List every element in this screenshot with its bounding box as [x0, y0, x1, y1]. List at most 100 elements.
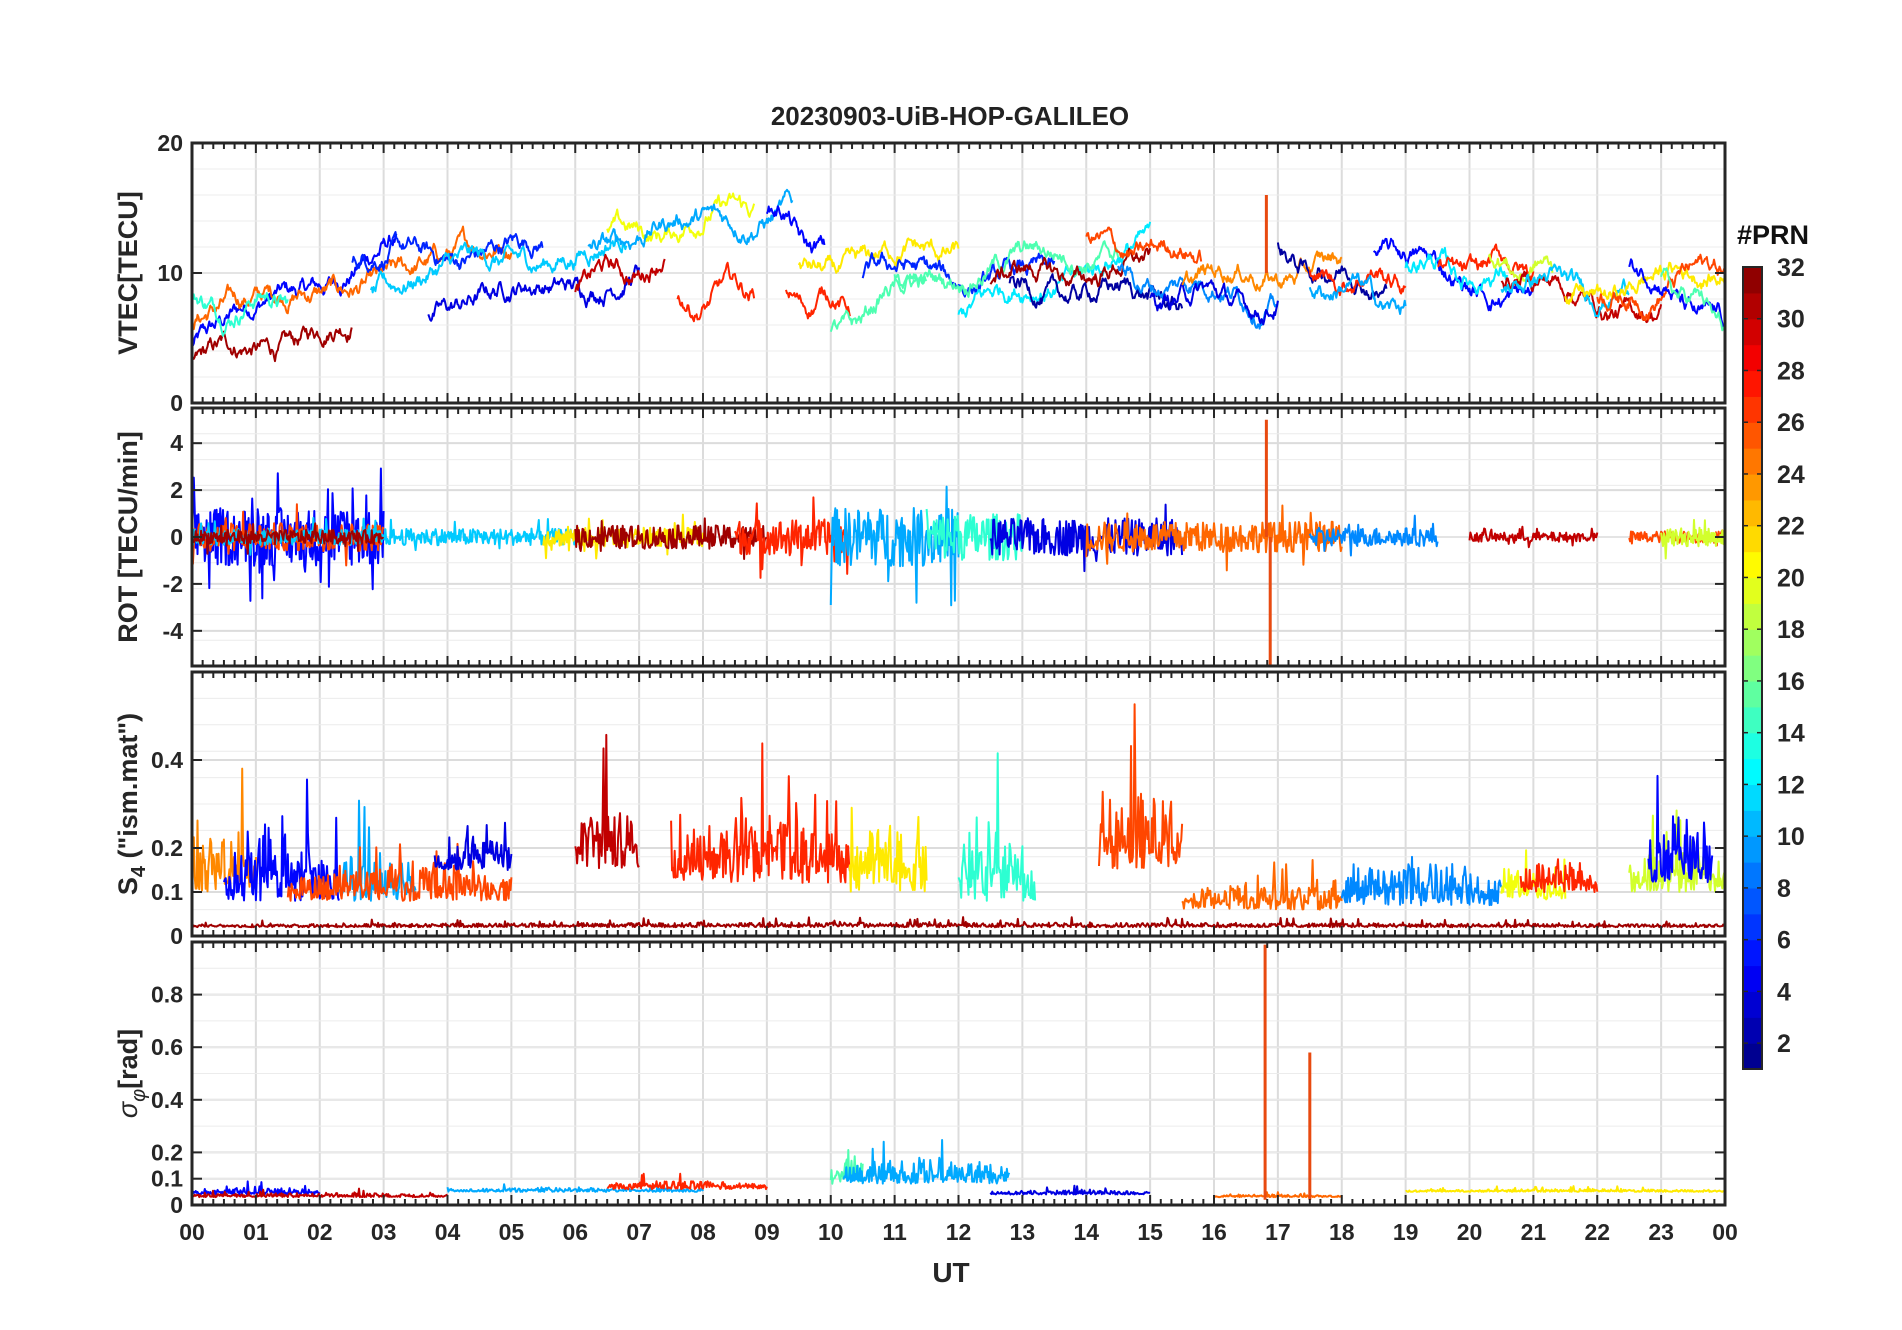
colorbar-swatch: [1743, 318, 1762, 346]
colorbar-tick-label: 30: [1777, 306, 1805, 334]
series-line-prn-27: [606, 1172, 768, 1191]
series-line-prn-12: [957, 221, 1152, 318]
colorbar-swatch: [1743, 629, 1762, 656]
chart-title: 20230903-UiB-HOP-GALILEO: [771, 101, 1129, 131]
series-line-prn-25: [1213, 1191, 1343, 1199]
series-line-prn-21: [848, 806, 928, 893]
series-line-prn-20: [606, 192, 756, 244]
series-line-prn-15: [829, 273, 928, 333]
series-line-prn-30: [574, 733, 640, 870]
colorbar-swatch: [1743, 422, 1762, 449]
x-tick-label: 14: [1073, 1219, 1099, 1245]
x-tick-label: 21: [1521, 1219, 1547, 1245]
panel-sigma_phi: 00.10.2 0.4 0.6 0.8σφ[rad]: [113, 940, 1727, 1218]
panel-rot: -4 -2 0 2 4 ROT [TECU/min]: [113, 406, 1727, 668]
series-line-prn-21: [797, 237, 960, 274]
colorbar-tick-label: 28: [1777, 357, 1805, 385]
colorbar-swatch: [1743, 267, 1762, 294]
x-tick-label: 13: [1010, 1219, 1036, 1245]
series-group: [192, 188, 1725, 363]
series-line-prn-25: [192, 225, 513, 331]
series-line-prn-11: [369, 234, 628, 295]
series-line-prn-21: [1564, 261, 1725, 305]
colorbar-swatch: [1743, 965, 1762, 992]
series-line-prn-30: [574, 253, 666, 293]
colorbar-tick-label: 24: [1777, 461, 1805, 489]
y-tick-label: 4: [170, 430, 183, 456]
series-line-prn-25: [1181, 859, 1343, 911]
y-tick-label: 0.4: [151, 1087, 183, 1113]
x-axis: 00 01 02 03 04 05 06 07 08 09 10 11 12 13 14 15 16 17 18 19…: [179, 1219, 1738, 1245]
x-tick-label: 19: [1393, 1219, 1419, 1245]
colorbar-swatch: [1743, 836, 1762, 863]
y-tick-label: 10: [157, 260, 183, 286]
colorbar-tick-label: 22: [1777, 513, 1805, 541]
series-line-prn-26: [1596, 253, 1725, 322]
colorbar-swatch: [1743, 706, 1762, 734]
colorbar-swatch: [1743, 551, 1762, 579]
colorbar-tick-label: 16: [1777, 668, 1805, 696]
y-tick-label: 0.6: [151, 1034, 183, 1060]
x-tick-label: 05: [499, 1219, 525, 1245]
colorbar-tick-label: 4: [1777, 978, 1791, 1006]
x-tick-label: 00: [1712, 1219, 1738, 1245]
colorbar-swatch: [1743, 499, 1762, 527]
series-line-prn-12: [1404, 246, 1509, 295]
colorbar-frame: [1742, 266, 1763, 1070]
colorbar-swatch: [1743, 448, 1762, 475]
series-line-prn-26: [1085, 226, 1203, 264]
series-line-prn-9: [1308, 514, 1439, 557]
x-tick-label: 10: [818, 1219, 844, 1245]
x-tick-label: 20: [1457, 1219, 1483, 1245]
x-tick-label: 23: [1648, 1219, 1674, 1245]
colorbar-swatch: [1743, 370, 1762, 397]
y-tick-label: 0: [170, 1192, 183, 1218]
series-line-prn-10: [1308, 272, 1407, 315]
x-tick-label: 09: [754, 1219, 780, 1245]
series-line-prn-5: [1647, 774, 1714, 884]
series-line-prn-26: [286, 842, 513, 902]
colorbar-swatch: [1743, 939, 1762, 967]
colorbar-tick-label: 20: [1777, 564, 1805, 592]
colorbar-swatch: [1743, 680, 1762, 708]
y-tick-label: 0.2: [151, 1139, 183, 1165]
y-axis-label: ROT [TECU/min]: [113, 431, 143, 642]
series-line-prn-5: [222, 778, 340, 902]
y-tick-label: 0.1: [151, 879, 183, 905]
colorbar-swatch: [1743, 991, 1762, 1018]
x-tick-label: 07: [626, 1219, 652, 1245]
series-line-prn-19: [1487, 253, 1554, 282]
panel-s4: 0 0.1 0.2 0.4S4 ("ism.mat"): [113, 670, 1727, 949]
series-line-prn-6: [861, 251, 1056, 298]
y-tick-label: 0.8: [151, 982, 183, 1008]
colorbar-tick-label: 6: [1777, 927, 1791, 955]
colorbar-swatch: [1743, 732, 1762, 760]
series-line-prn-14: [192, 292, 289, 337]
series-line-prn-10: [587, 188, 794, 251]
colorbar-swatch: [1743, 577, 1762, 604]
y-axis-label: S4 ("ism.mat"): [113, 713, 150, 895]
y-tick-label: 0.1: [151, 1166, 183, 1192]
colorbar-swatch: [1743, 344, 1762, 372]
y-tick-label: 2: [170, 477, 183, 503]
series-line-prn-24: [1181, 250, 1343, 292]
series-line-prn-15: [893, 240, 1120, 298]
x-tick-label: 03: [371, 1219, 397, 1245]
colorbar-tick-label: 8: [1777, 875, 1791, 903]
x-tick-label: 22: [1584, 1219, 1610, 1245]
panel-vtec: 0 10 20 VTEC[TECU]: [113, 130, 1727, 416]
y-tick-label: 0: [170, 923, 183, 949]
y-axis-label: σφ[rad]: [113, 1029, 150, 1118]
series-line-prn-19: [1660, 518, 1725, 560]
x-tick-label: 11: [882, 1219, 907, 1245]
series-line-prn-26: [1098, 703, 1184, 870]
series-line-prn-14: [957, 752, 1037, 902]
colorbar-tick-label: 10: [1777, 823, 1805, 851]
series-line-prn-27: [1519, 858, 1599, 893]
series-line-prn-31: [574, 517, 768, 560]
series-line-prn-31: [192, 522, 385, 555]
series-line-prn-5: [1372, 237, 1535, 312]
colorbar-tick-label: 26: [1777, 409, 1805, 437]
